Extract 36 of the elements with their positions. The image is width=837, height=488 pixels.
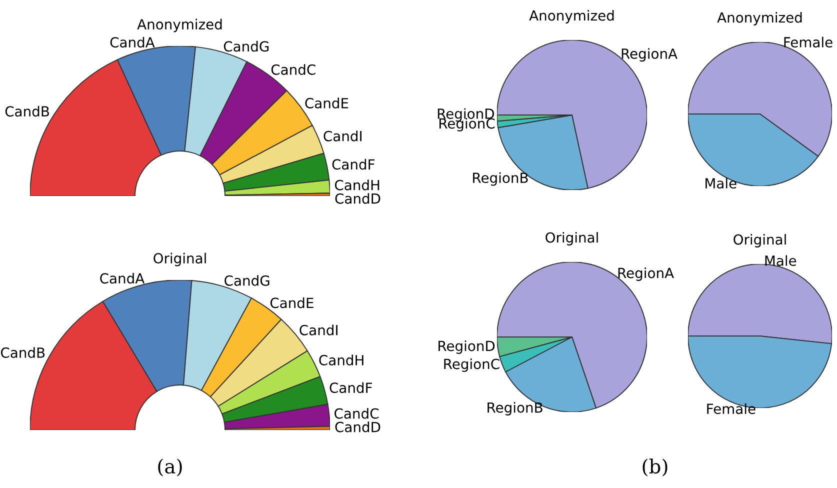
slice-label: CandG — [224, 40, 269, 52]
slice-label: CandD — [335, 422, 380, 432]
slice-label: Female — [707, 403, 756, 414]
slice-label: CandI — [300, 324, 338, 336]
slice-label: CandH — [319, 354, 364, 366]
text: (b) — [642, 458, 668, 476]
slice-label: CandC — [334, 408, 379, 419]
slice-label: CandE — [305, 98, 348, 108]
slice-label: CandB — [0, 347, 45, 358]
chart-title: Anonymized — [529, 10, 614, 24]
slice-label: Female — [784, 36, 832, 48]
slice-label: CandG — [224, 275, 270, 286]
text: (a) — [158, 458, 182, 476]
slice-label: CandA — [100, 272, 145, 284]
slice-label: CandC — [271, 64, 316, 75]
slice-label: Male — [706, 178, 736, 189]
slice-label: CandF — [332, 158, 374, 170]
slice-label: Male — [765, 255, 796, 266]
chart-title: Original — [734, 234, 786, 248]
chart-title: Anonymized — [717, 12, 802, 26]
slice-label: RegionB — [473, 172, 528, 186]
slice-label: CandH — [334, 180, 380, 190]
slice-label: RegionC — [444, 358, 500, 372]
slice-label: CandF — [330, 382, 372, 394]
slice-label: CandE — [270, 297, 314, 308]
slice-label: RegionD — [438, 340, 495, 354]
slice-label: RegionA — [622, 48, 678, 62]
slice-label: CandD — [335, 193, 380, 204]
slice-label: RegionA — [618, 268, 674, 281]
chart-title: Original — [546, 232, 598, 246]
chart-title: Original — [154, 252, 206, 266]
slice-label: CandA — [110, 36, 155, 48]
chart-title: Anonymized — [137, 18, 222, 32]
slice-label: RegionB — [488, 402, 542, 416]
slice-label: CandI — [324, 130, 362, 142]
slice-label: CandB — [5, 106, 49, 117]
